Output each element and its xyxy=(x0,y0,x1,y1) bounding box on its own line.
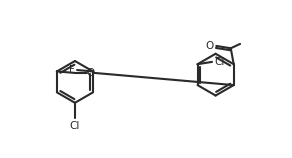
Text: Cl: Cl xyxy=(70,121,80,131)
Text: O: O xyxy=(205,41,213,51)
Text: Cl: Cl xyxy=(214,57,225,67)
Text: F: F xyxy=(69,65,75,75)
Text: O: O xyxy=(87,68,95,78)
